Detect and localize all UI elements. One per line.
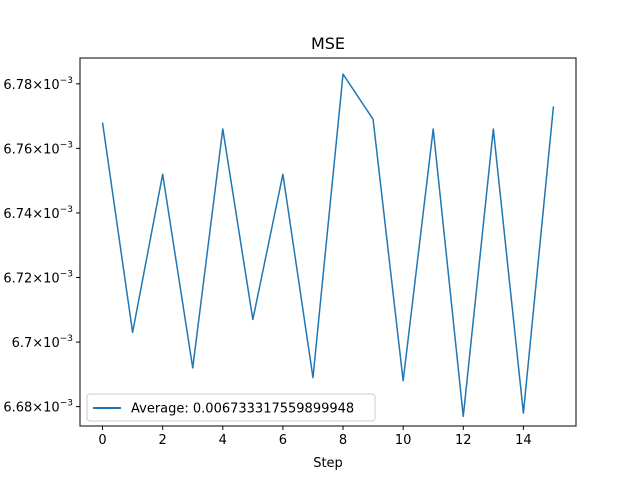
y-tick-label: 6.78×10−3 xyxy=(3,76,73,93)
legend: Average: 0.006733317559899948 xyxy=(86,393,376,422)
x-tick-label: 12 xyxy=(455,433,472,448)
chart-title: MSE xyxy=(311,34,345,53)
x-tick-label: 2 xyxy=(159,433,167,448)
plot-area-frame xyxy=(79,57,577,427)
y-tick-label: 6.7×10−3 xyxy=(12,334,73,351)
x-tick-label: 8 xyxy=(339,433,347,448)
legend-box xyxy=(86,393,376,422)
x-axis-title: Step xyxy=(313,456,343,471)
x-tick-label: 4 xyxy=(219,433,227,448)
y-tick-label: 6.76×10−3 xyxy=(3,140,73,157)
x-tick-label: 10 xyxy=(395,433,412,448)
y-tick-label: 6.72×10−3 xyxy=(3,270,73,287)
x-tick-label: 0 xyxy=(98,433,106,448)
x-tick-label: 14 xyxy=(515,433,532,448)
y-tick-label: 6.74×10−3 xyxy=(3,205,73,222)
series-line xyxy=(101,73,555,418)
legend-label: Average: 0.006733317559899948 xyxy=(131,402,354,417)
x-tick-label: 6 xyxy=(279,433,287,448)
y-tick-label: 6.68×10−3 xyxy=(3,399,73,416)
